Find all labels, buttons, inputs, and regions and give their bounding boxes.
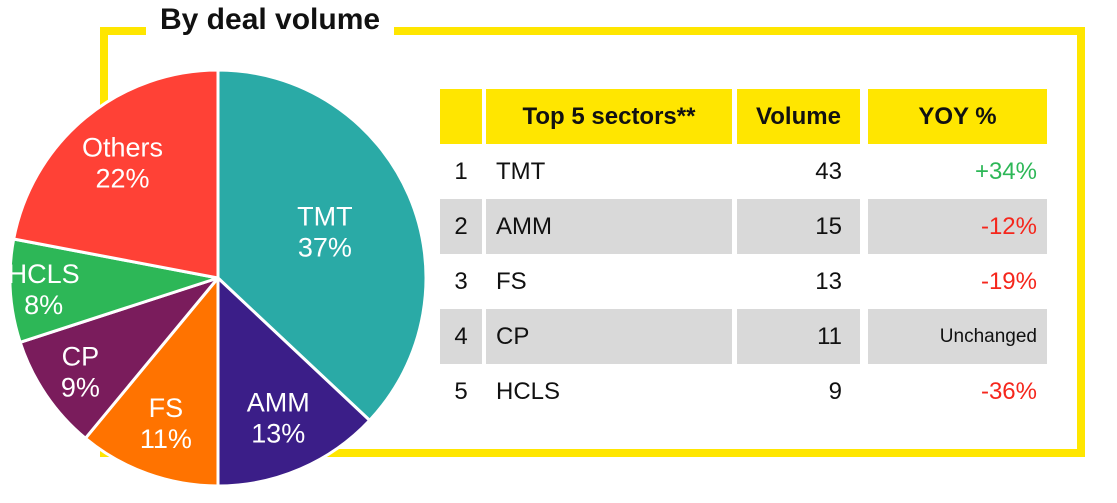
cell-yoy: Unchanged <box>868 309 1047 364</box>
chart-title: By deal volume <box>146 3 395 37</box>
pie-slice-amm <box>216 276 372 488</box>
cell-yoy: -19% <box>980 267 1037 295</box>
pie-slice-tmt <box>216 68 428 422</box>
pie-slice-label-amm: AMM 13% <box>247 387 310 448</box>
cell-rank: 5 <box>454 377 468 405</box>
pie-slice-label-cp: CP 9% <box>61 342 100 403</box>
pie-slice-label-hcls: HCLS 8% <box>8 259 80 320</box>
cell-sector: TMT <box>496 157 546 185</box>
header-rank <box>440 89 482 144</box>
pie-slice-label-fs: FS 11% <box>140 393 192 454</box>
table-row-fs: 3 FS 13 -19% <box>440 254 1060 309</box>
table-row-hcls: 5 HCLS 9 -36% <box>440 364 1060 419</box>
table-header-row: Top 5 sectors** Volume YOY % <box>440 89 1060 144</box>
cell-rank: 4 <box>440 309 482 364</box>
table-row-cp: 4 CP 11 Unchanged <box>440 309 1060 364</box>
cell-sector: CP <box>486 309 732 364</box>
pie-slice-hcls <box>8 237 220 344</box>
cell-volume: 43 <box>815 157 842 185</box>
cell-volume: 11 <box>737 309 860 364</box>
header-yoy: YOY % <box>868 89 1047 144</box>
table-row-tmt: 1 TMT 43 +34% <box>440 144 1060 199</box>
table-row-amm: 2 AMM 15 -12% <box>440 199 1060 254</box>
cell-yoy: -12% <box>868 199 1047 254</box>
cell-rank: 2 <box>440 199 482 254</box>
cell-rank: 3 <box>454 267 468 295</box>
deal-volume-pie-chart: TMT 37% AMM 13% FS 11% CP 9% HCLS 8% Others 22% <box>8 68 428 488</box>
cell-volume: 15 <box>737 199 860 254</box>
cell-sector: FS <box>496 267 527 295</box>
pie-slice-label-others: Others 22% <box>82 133 163 194</box>
cell-rank: 1 <box>454 157 468 185</box>
table-body: 1 TMT 43 +34% 2 AMM 15 -12% 3 FS 13 -19% 4 CP 11 Unchan… <box>440 144 1060 419</box>
cell-volume: 13 <box>815 267 842 295</box>
header-volume: Volume <box>737 89 860 144</box>
cell-sector: HCLS <box>496 377 561 405</box>
cell-yoy: -36% <box>980 377 1037 405</box>
pie-slice-others <box>12 68 220 280</box>
cell-yoy: +34% <box>974 157 1037 185</box>
pie-slice-label-tmt: TMT 37% <box>297 202 352 263</box>
header-sector: Top 5 sectors** <box>486 89 732 144</box>
pie-slice-fs <box>83 276 220 488</box>
top-sectors-table: Top 5 sectors** Volume YOY % 1 TMT 43 +34% 2… <box>440 89 1060 419</box>
cell-volume: 9 <box>828 377 842 405</box>
cell-sector: AMM <box>486 199 732 254</box>
pie-slice-cp <box>18 276 220 440</box>
